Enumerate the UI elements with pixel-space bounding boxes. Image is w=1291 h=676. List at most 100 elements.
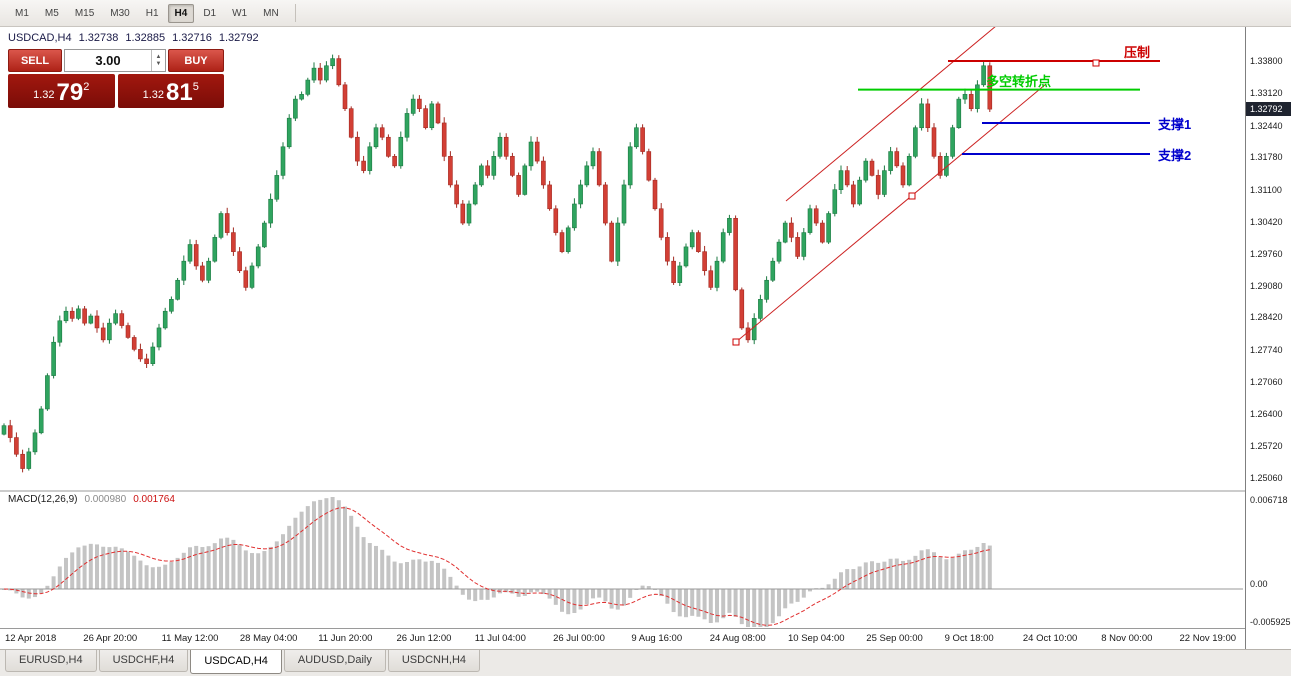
timeframe-button-w1[interactable]: W1 — [232, 7, 248, 19]
macd-histogram-bar — [163, 564, 168, 589]
candle-body — [138, 349, 143, 360]
support2-label[interactable]: 支撑2 — [1158, 147, 1192, 163]
object-handle[interactable] — [732, 338, 740, 346]
macd-histogram-bar — [789, 589, 794, 604]
macd-histogram-bar — [578, 589, 583, 610]
candle-body — [919, 103, 924, 129]
volume-stepper[interactable]: ▲ ▼ — [151, 50, 165, 71]
chart-tab-usdcad-h4[interactable]: USDCAD,H4 — [190, 650, 282, 674]
macd-histogram-bar — [845, 569, 850, 589]
candle-body — [162, 310, 168, 329]
price-axis-label: 1.33800 — [1250, 55, 1283, 66]
macd-histogram-bar — [913, 555, 918, 589]
chart-canvas[interactable] — [0, 27, 1245, 649]
macd-histogram-bar — [343, 506, 347, 589]
candle-body — [584, 165, 590, 186]
object-handle[interactable] — [1092, 59, 1100, 67]
object-handle[interactable] — [908, 192, 916, 200]
candle-body — [45, 375, 50, 410]
macd-histogram-bar — [715, 589, 719, 623]
macd-histogram-bar — [150, 567, 155, 589]
candle-body — [38, 408, 44, 434]
candle-body — [107, 322, 112, 341]
macd-histogram-bar — [287, 525, 292, 589]
candle-body — [615, 222, 621, 262]
candle-body — [590, 151, 596, 167]
candle-body — [733, 217, 738, 291]
macd-histogram-bar — [436, 562, 440, 589]
macd-histogram-bar — [101, 546, 106, 589]
price-axis[interactable]: 1.33800 1.33120 1.32440 1.31780 1.31100 1.304… — [1245, 27, 1291, 649]
candle-body — [255, 246, 261, 267]
candle-body — [900, 165, 906, 186]
chart-tab-audusd-daily[interactable]: AUDUSD,Daily — [283, 650, 386, 672]
candle-body — [268, 198, 273, 224]
macd-histogram-bar — [454, 585, 459, 589]
timeframe-button-m1[interactable]: M1 — [15, 7, 29, 19]
timeframe-button-h1[interactable]: H1 — [145, 7, 159, 19]
candle-body — [677, 265, 683, 283]
macd-histogram-bar — [175, 557, 180, 589]
bid-price-display[interactable]: 1.32 79 2 — [8, 74, 115, 108]
candle-body — [658, 208, 664, 238]
buy-button[interactable]: BUY — [168, 49, 224, 72]
timeframe-button-d1[interactable]: D1 — [203, 7, 217, 19]
candle-body — [293, 98, 298, 119]
candle-body — [262, 222, 267, 248]
ask-price-display[interactable]: 1.32 81 5 — [117, 74, 224, 108]
macd-histogram-bar — [355, 526, 360, 589]
timeframe-button-m15[interactable]: M15 — [74, 7, 95, 19]
candle-body — [69, 310, 75, 319]
pivot-label[interactable]: 多空转折点 — [986, 73, 1052, 89]
candle-body — [869, 160, 875, 176]
timeframe-button-m5[interactable]: M5 — [44, 7, 59, 19]
macd-histogram-bar — [944, 559, 949, 589]
candle-body — [193, 244, 199, 267]
macd-histogram-bar — [901, 560, 905, 589]
timeframe-button-h4[interactable]: H4 — [167, 3, 195, 23]
channel-lower-trendline[interactable] — [735, 83, 1047, 343]
candle-body — [249, 265, 255, 288]
chart-window[interactable]: USDCAD,H4 1.32738 1.32885 1.32716 1.3279… — [0, 27, 1291, 649]
price-axis-label: 1.25720 — [1250, 441, 1283, 452]
volume-up-icon[interactable]: ▲ — [155, 53, 162, 60]
timeframe-button-mn[interactable]: MN — [263, 7, 279, 19]
macd-histogram-bar — [70, 552, 75, 589]
macd-histogram-bar — [467, 589, 471, 600]
candle-body — [528, 141, 534, 167]
resistance-label[interactable]: 压制 — [1124, 44, 1151, 60]
macd-histogram-bar — [312, 501, 316, 589]
ask-price-prefix: 1.32 — [142, 89, 165, 101]
candle-body — [553, 208, 559, 233]
sell-button[interactable]: SELL — [8, 49, 62, 72]
macd-histogram-bar — [33, 589, 37, 598]
chart-tab-usdchf-h4[interactable]: USDCHF,H4 — [98, 650, 189, 672]
candle-body — [336, 58, 342, 86]
macd-histogram-bar — [777, 589, 781, 617]
volume-down-icon[interactable]: ▼ — [155, 60, 162, 67]
date-axis-label: 12 Apr 2018 — [5, 633, 57, 644]
macd-histogram-bar — [615, 589, 620, 610]
low-value: 1.32716 — [172, 32, 212, 44]
candle-body — [714, 260, 720, 288]
macd-histogram-bar — [609, 589, 614, 609]
macd-histogram-bar — [932, 552, 936, 589]
date-axis-label: 8 Nov 00:00 — [1101, 633, 1153, 644]
timeframe-button-m30[interactable]: M30 — [110, 7, 130, 19]
price-axis-label: 1.25060 — [1250, 472, 1283, 483]
candle-body — [367, 146, 373, 171]
macd-histogram-bar — [876, 562, 881, 589]
candle-body — [131, 337, 137, 350]
candle-body — [274, 175, 280, 200]
candle-body — [801, 232, 807, 257]
chart-tab-usdcnh-h4[interactable]: USDCNH,H4 — [387, 650, 481, 672]
channel-upper-trendline[interactable] — [785, 27, 1014, 202]
support1-label[interactable]: 支撑1 — [1158, 116, 1192, 132]
date-axis[interactable]: 12 Apr 2018 26 Apr 20:00 11 May 12:00 28 Ma… — [0, 629, 1245, 649]
candle-body — [968, 94, 974, 109]
macd-histogram-bar — [690, 589, 695, 616]
candle-body — [187, 244, 193, 262]
macd-histogram-bar — [919, 550, 924, 589]
chart-tab-eurusd-h4[interactable]: EURUSD,H4 — [5, 650, 97, 672]
volume-input[interactable]: 3.00 ▲ ▼ — [64, 49, 166, 72]
